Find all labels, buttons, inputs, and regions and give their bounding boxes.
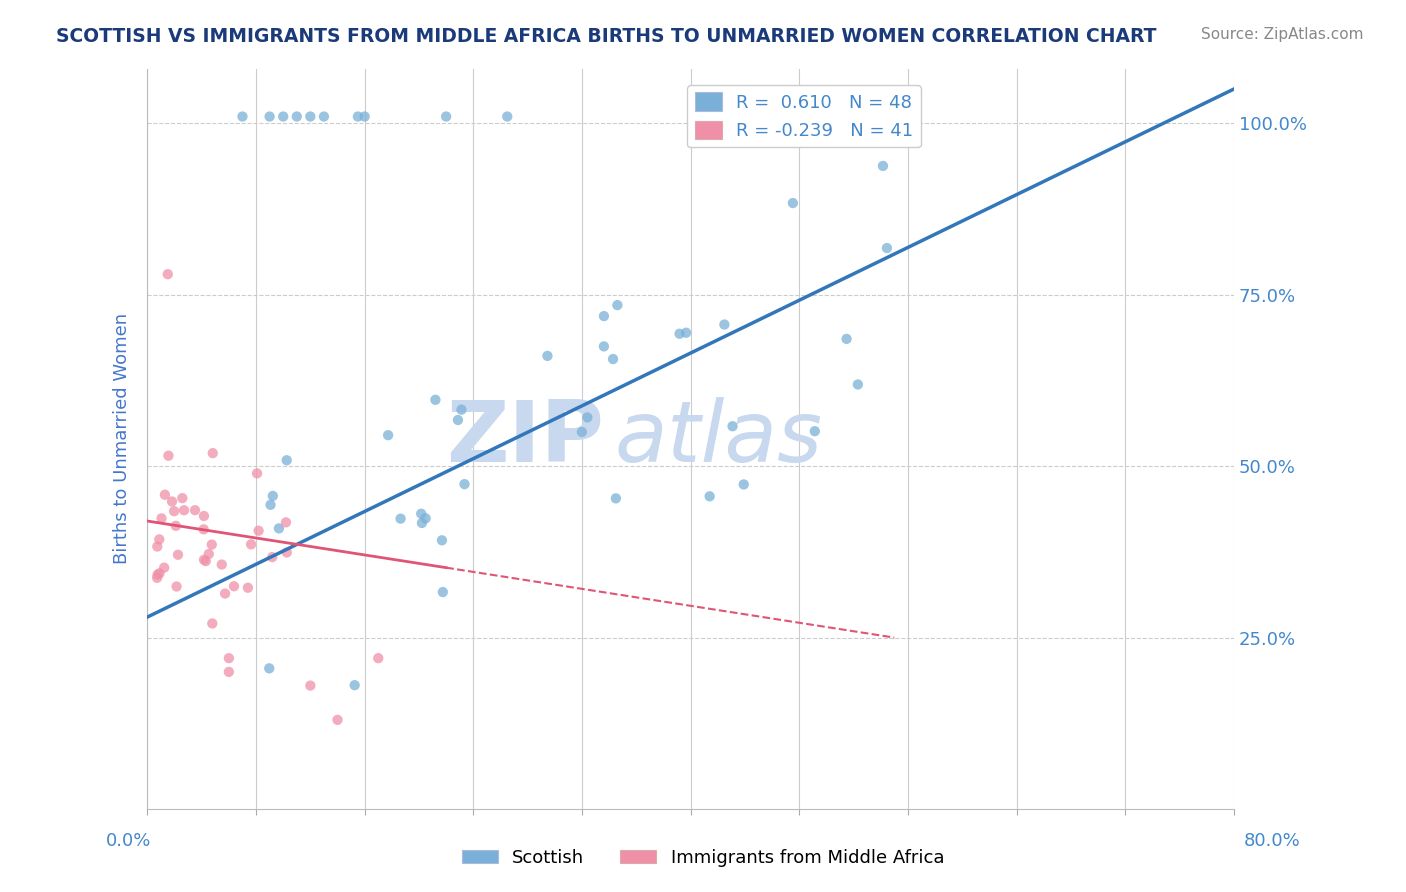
Point — [835, 332, 858, 346]
Point — [496, 110, 519, 124]
Point — [411, 507, 433, 521]
Point — [432, 585, 454, 599]
Point — [425, 392, 447, 407]
Point — [389, 511, 412, 525]
Text: Source: ZipAtlas.com: Source: ZipAtlas.com — [1201, 27, 1364, 42]
Point — [415, 511, 437, 525]
Point — [197, 547, 219, 561]
Point — [153, 560, 176, 574]
Point — [675, 326, 697, 340]
Point — [218, 665, 240, 679]
Point — [236, 581, 259, 595]
Point — [184, 503, 207, 517]
Point — [259, 110, 281, 124]
Text: 0.0%: 0.0% — [105, 832, 150, 850]
Point — [222, 579, 245, 593]
Point — [267, 521, 290, 535]
Point — [450, 402, 472, 417]
Point — [146, 540, 169, 554]
Point — [347, 110, 370, 124]
Point — [211, 558, 233, 572]
Point — [262, 550, 284, 565]
Point — [602, 352, 624, 367]
Point — [259, 498, 281, 512]
Point — [153, 488, 176, 502]
Point — [271, 110, 294, 124]
Point — [146, 567, 169, 582]
Point — [576, 410, 599, 425]
Point — [246, 467, 269, 481]
Legend: Scottish, Immigrants from Middle Africa: Scottish, Immigrants from Middle Africa — [454, 842, 952, 874]
Point — [146, 571, 169, 585]
Point — [343, 678, 366, 692]
Y-axis label: Births to Unmarried Women: Births to Unmarried Women — [114, 313, 131, 565]
Point — [571, 425, 593, 439]
Point — [312, 110, 335, 124]
Point — [166, 580, 188, 594]
Point — [377, 428, 399, 442]
Point — [453, 477, 475, 491]
Point — [167, 548, 190, 562]
Point — [201, 616, 224, 631]
Point — [201, 538, 224, 552]
Point — [193, 553, 215, 567]
Text: ZIP: ZIP — [446, 397, 603, 480]
Point — [605, 491, 627, 506]
Point — [193, 508, 215, 523]
Point — [299, 679, 322, 693]
Legend: R =  0.610   N = 48, R = -0.239   N = 41: R = 0.610 N = 48, R = -0.239 N = 41 — [688, 85, 921, 147]
Point — [299, 110, 322, 124]
Point — [804, 424, 827, 438]
Point — [353, 110, 375, 124]
Point — [721, 419, 744, 434]
Point — [193, 522, 215, 536]
Point — [593, 339, 616, 353]
Point — [231, 110, 253, 124]
Point — [276, 453, 298, 467]
Point — [163, 504, 186, 518]
Point — [668, 326, 690, 341]
Point — [165, 518, 187, 533]
Point — [606, 298, 628, 312]
Point — [274, 516, 297, 530]
Point — [148, 566, 170, 581]
Point — [782, 196, 804, 211]
Point — [765, 134, 787, 148]
Point — [713, 318, 735, 332]
Point — [872, 159, 894, 173]
Point — [699, 489, 721, 503]
Point — [201, 446, 224, 460]
Point — [430, 533, 453, 548]
Point — [148, 533, 170, 547]
Point — [367, 651, 389, 665]
Point — [157, 449, 180, 463]
Point — [846, 377, 869, 392]
Point — [276, 545, 298, 559]
Point — [240, 537, 263, 551]
Point — [160, 494, 183, 508]
Point — [172, 491, 194, 505]
Point — [214, 586, 236, 600]
Text: atlas: atlas — [614, 397, 823, 480]
Point — [876, 241, 898, 255]
Text: SCOTTISH VS IMMIGRANTS FROM MIDDLE AFRICA BIRTHS TO UNMARRIED WOMEN CORRELATION : SCOTTISH VS IMMIGRANTS FROM MIDDLE AFRIC… — [56, 27, 1157, 45]
Point — [259, 661, 281, 675]
Point — [733, 477, 755, 491]
Point — [447, 413, 470, 427]
Point — [326, 713, 349, 727]
Point — [434, 110, 457, 124]
Point — [150, 511, 173, 525]
Point — [536, 349, 558, 363]
Point — [156, 267, 179, 281]
Point — [247, 524, 270, 538]
Point — [218, 651, 240, 665]
Point — [173, 503, 195, 517]
Point — [262, 489, 284, 503]
Point — [593, 309, 616, 323]
Text: 80.0%: 80.0% — [1244, 832, 1301, 850]
Point — [194, 554, 217, 568]
Point — [411, 516, 433, 530]
Point — [285, 110, 308, 124]
